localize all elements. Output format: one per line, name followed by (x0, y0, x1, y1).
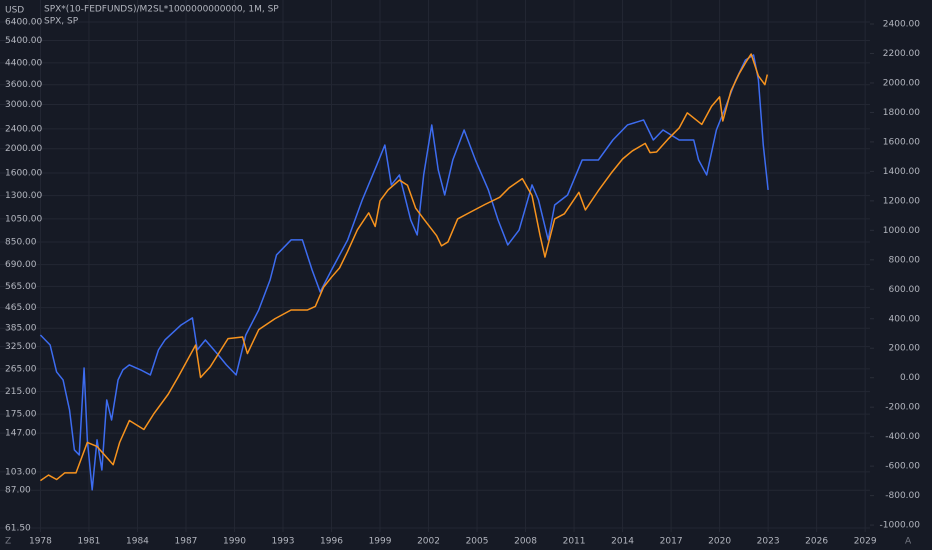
axis-layer: 1978 1981 1984 1987 1990 1993 1996 1999 2002 2005… (5, 18, 920, 547)
x-tick-label: 1996 (320, 537, 343, 547)
x-tick-label: 2011 (563, 537, 586, 547)
chart-subtitle: SPX, SP (44, 17, 79, 27)
y2-tick-label: -400.00 (885, 432, 920, 442)
y-tick-label: 1050.00 (5, 214, 42, 224)
y-tick-label: 2000.00 (5, 144, 42, 154)
y2-tick-label: -800.00 (885, 491, 920, 501)
auto-button[interactable]: A (905, 537, 912, 547)
y2-tick-label: 600.00 (889, 285, 921, 295)
y-tick-label: 103.00 (5, 467, 37, 477)
x-tick-label: 2005 (466, 537, 489, 547)
y2-tick-label: 2200.00 (883, 49, 920, 59)
y-tick-label: 850.00 (5, 237, 37, 247)
line-layer (39, 53, 769, 491)
x-tick-label: 2008 (514, 537, 537, 547)
y-tick-label: 690.00 (5, 260, 37, 270)
y-tick-label: 385.00 (5, 324, 37, 334)
y-tick-label: 3600.00 (5, 80, 42, 90)
y-tick-label: 4400.00 (5, 58, 42, 68)
x-tick-label: 1990 (223, 537, 246, 547)
y-tick-label: 1600.00 (5, 169, 42, 179)
x-tick-label: 2029 (854, 537, 877, 547)
y2-tick-label: 0.00 (900, 373, 920, 383)
y2-tick-label: 1400.00 (883, 167, 920, 177)
log-button[interactable]: Z (5, 537, 11, 547)
y-tick-label: 87.00 (5, 486, 31, 496)
x-tick-label: 2026 (805, 537, 828, 547)
y-tick-label: 61.50 (5, 524, 31, 534)
y2-tick-label: 2400.00 (883, 20, 920, 30)
chart-title: SPX*(10-FEDFUNDS)/M2SL*1000000000000, 1M… (44, 5, 279, 15)
y-tick-label: 147.00 (5, 429, 37, 439)
x-tick-label: 2023 (757, 537, 780, 547)
y2-tick-label: 1000.00 (883, 226, 920, 236)
y2-tick-label: 1200.00 (883, 196, 920, 206)
y-tick-label: 265.00 (5, 364, 37, 374)
y-tick-label: 2400.00 (5, 124, 42, 134)
x-tick-label: 2002 (417, 537, 440, 547)
x-tick-label: 1987 (175, 537, 198, 547)
y-tick-label: 215.00 (5, 387, 37, 397)
y-tick-label: 175.00 (5, 410, 37, 420)
y2-tick-label: 800.00 (889, 255, 921, 265)
x-tick-label: 1984 (126, 537, 149, 547)
y-tick-label: 465.00 (5, 303, 37, 313)
y-tick-label: 3000.00 (5, 100, 42, 110)
x-tick-label: 2017 (660, 537, 683, 547)
y2-tick-label: -1000.00 (880, 521, 921, 531)
y2-tick-label: 1600.00 (883, 137, 920, 147)
y-tick-label: 325.00 (5, 342, 37, 352)
y-tick-label: 565.00 (5, 282, 37, 292)
x-tick-label: 1993 (272, 537, 295, 547)
x-tick-label: 1978 (29, 537, 52, 547)
y2-tick-label: 2000.00 (883, 78, 920, 88)
x-tick-label: 1999 (369, 537, 392, 547)
series-line (39, 54, 769, 491)
y2-tick-label: 200.00 (889, 344, 921, 354)
y-tick-label: 6400.00 (5, 18, 42, 28)
y2-tick-label: -600.00 (885, 462, 920, 472)
x-tick-label: 2014 (611, 537, 634, 547)
y2-tick-label: 400.00 (889, 314, 921, 324)
x-tick-label: 1981 (77, 537, 100, 547)
y2-tick-label: -200.00 (885, 403, 920, 413)
y-axis-label: USD (5, 6, 24, 16)
series-line (40, 53, 769, 482)
x-tick-label: 2020 (708, 537, 731, 547)
y-tick-label: 1300.00 (5, 191, 42, 201)
y2-tick-label: 1800.00 (883, 108, 920, 118)
y-tick-label: 5400.00 (5, 36, 42, 46)
